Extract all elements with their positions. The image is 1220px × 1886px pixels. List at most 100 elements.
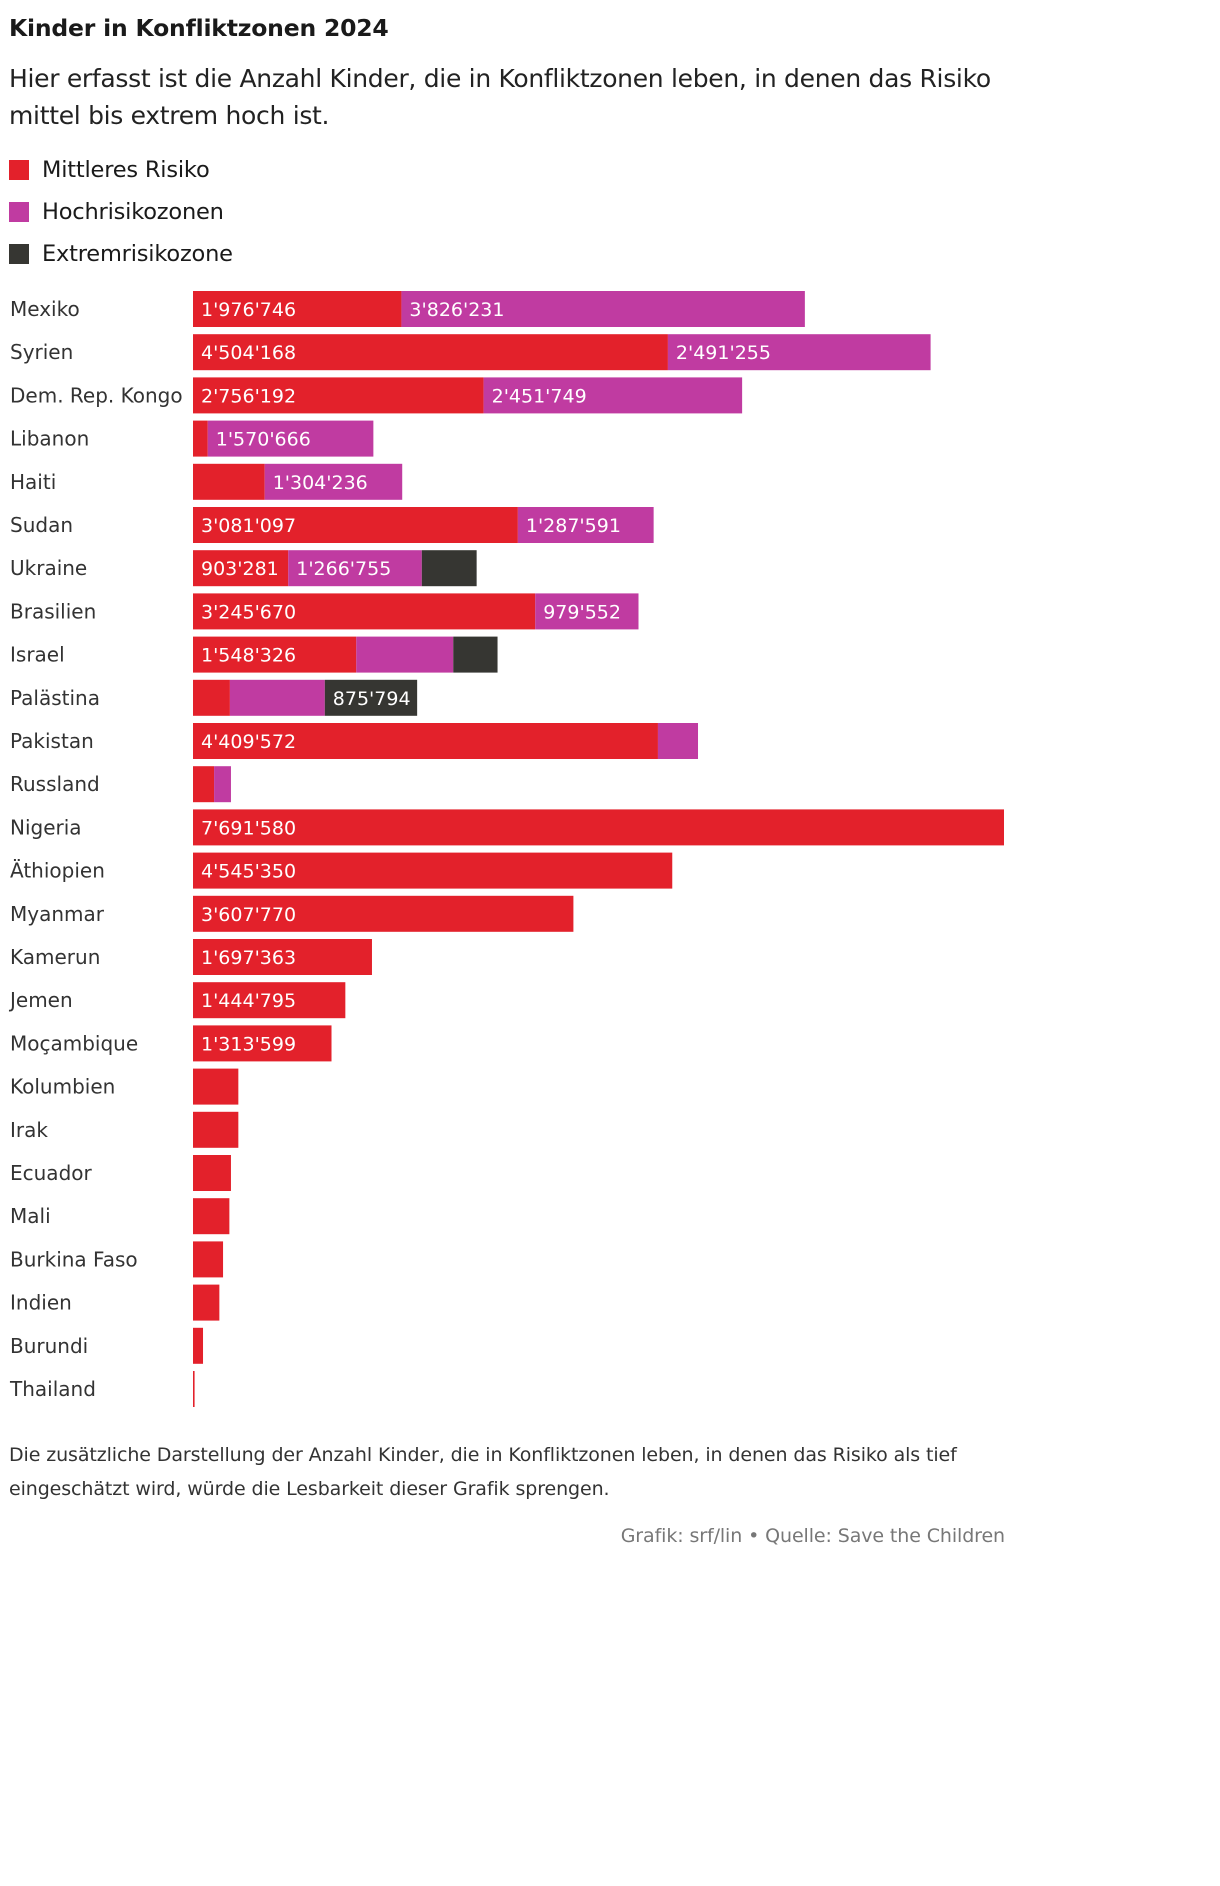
bar-row-mexiko: Mexiko 1'976'746 3'826'231 — [10, 291, 805, 327]
category-label: Burkina Faso — [10, 1247, 138, 1271]
bar-row-russland: Russland — [10, 766, 231, 803]
category-label: Nigeria — [10, 815, 82, 839]
bar-segment-mittleres-risiko — [193, 593, 536, 630]
bar-segment-mittleres-risiko — [193, 766, 215, 803]
category-label: Libanon — [10, 427, 89, 451]
category-label: Myanmar — [10, 902, 105, 926]
bar-segment-hochrisikozonen — [214, 766, 231, 803]
category-label: Haiti — [10, 470, 56, 494]
bar-segment-mittleres-risiko — [193, 550, 289, 587]
bar-segment-hochrisikozonen — [535, 593, 639, 630]
legend-swatch-mittleres-risiko — [9, 160, 29, 180]
bar-row-kolumbien: Kolumbien — [10, 1068, 239, 1105]
data-label: 3'826'231 — [409, 299, 504, 321]
source-credit: Grafik: srf/lin • Quelle: Save the Child… — [620, 1525, 1005, 1547]
bar-segment-mittleres-risiko — [193, 723, 658, 759]
bar-segment-mittleres-risiko — [193, 1327, 204, 1364]
bar-row-burundi: Burundi — [10, 1327, 204, 1364]
bar-row-pakistan: Pakistan 4'409'572 — [10, 723, 699, 759]
bar-row-athiopien: Äthiopien 4'545'350 — [10, 852, 673, 889]
bar-segment-hochrisikozonen — [517, 507, 654, 543]
bar-segment-mittleres-risiko — [193, 334, 668, 371]
bar-row-mocambique: Moçambique 1'313'599 — [10, 1025, 332, 1062]
bar-row-ukraine: Ukraine 903'281 1'266'755 — [10, 550, 477, 587]
data-label: 1'444'795 — [201, 990, 296, 1012]
data-label: 1'570'666 — [216, 429, 311, 451]
category-label: Mali — [10, 1204, 51, 1228]
bar-row-nigeria: Nigeria 7'691'580 — [10, 809, 1004, 846]
bar-segment-hochrisikozonen — [657, 723, 699, 759]
bar-segment-mittleres-risiko — [193, 1068, 239, 1105]
data-label: 2'451'749 — [492, 385, 587, 407]
legend-item-mittleres-risiko: Mittleres Risiko — [9, 149, 233, 191]
category-label: Äthiopien — [10, 859, 105, 883]
chart-subtitle: Hier erfasst ist die Anzahl Kinder, die … — [9, 64, 991, 130]
bar-segment-mittleres-risiko — [193, 1241, 224, 1278]
category-label: Thailand — [9, 1377, 96, 1401]
bar-segment-extremrisikozone — [453, 636, 498, 673]
data-label: 875'794 — [333, 688, 411, 710]
bar-row-burkina-faso: Burkina Faso — [10, 1241, 224, 1278]
bar-chart: Mexiko 1'976'746 3'826'231 Syrien 4'504'168 2… — [8, 291, 1004, 1407]
legend-swatch-extremrisikozone — [9, 244, 29, 264]
bar-row-irak: Irak — [10, 1111, 239, 1148]
bar-segment-hochrisikozonen — [356, 636, 454, 673]
bar-row-jemen: Jemen 1'444'795 — [8, 982, 346, 1019]
data-label: 2'491'255 — [676, 342, 771, 364]
data-label: 1'976'746 — [201, 299, 296, 321]
bar-row-brasilien: Brasilien 3'245'670 979'552 — [10, 593, 639, 630]
bar-segment-mittleres-risiko — [193, 463, 265, 500]
category-label: Irak — [10, 1118, 48, 1142]
chart-title: Kinder in Konfliktzonen 2024 — [9, 14, 389, 42]
bar-row-libanon: Libanon 1'570'666 — [10, 420, 374, 457]
bar-segment-mittleres-risiko — [193, 636, 357, 673]
bar-row-haiti: Haiti 1'304'236 — [10, 463, 403, 500]
bar-segment-hochrisikozonen — [401, 291, 805, 327]
bar-row-dem-rep-kongo: Dem. Rep. Kongo 2'756'192 2'451'749 — [10, 377, 743, 414]
data-label: 4'545'350 — [201, 861, 296, 883]
data-label: 1'304'236 — [273, 472, 368, 494]
data-label: 4'409'572 — [201, 731, 296, 753]
bar-row-syrien: Syrien 4'504'168 2'491'255 — [10, 334, 931, 371]
category-label: Burundi — [10, 1334, 88, 1358]
category-label: Sudan — [10, 513, 73, 537]
category-label: Jemen — [8, 988, 73, 1012]
bar-segment-hochrisikozonen — [667, 334, 931, 371]
category-label: Kamerun — [10, 945, 100, 969]
bar-segment-mittleres-risiko — [193, 1111, 239, 1148]
legend-item-hochrisikozonen: Hochrisikozonen — [9, 191, 233, 233]
bar-segment-mittleres-risiko — [193, 895, 574, 932]
data-label: 1'548'326 — [201, 645, 296, 667]
bar-segment-mittleres-risiko — [193, 939, 372, 975]
data-label: 1'313'599 — [201, 1033, 296, 1055]
category-label: Russland — [10, 772, 100, 796]
bar-segment-hochrisikozonen — [288, 550, 422, 587]
category-label: Brasilien — [10, 599, 96, 623]
bar-segment-mittleres-risiko — [193, 679, 230, 716]
category-label: Pakistan — [10, 729, 94, 753]
bar-row-indien: Indien — [10, 1284, 220, 1321]
bar-segment-hochrisikozonen — [264, 463, 403, 500]
bar-segment-mittleres-risiko — [193, 1025, 332, 1062]
bar-segment-hochrisikozonen — [483, 377, 743, 414]
data-label: 979'552 — [543, 601, 621, 623]
bar-segment-mittleres-risiko — [193, 1284, 220, 1321]
data-label: 1'266'755 — [296, 558, 391, 580]
category-label: Ukraine — [10, 556, 87, 580]
bar-segment-mittleres-risiko — [193, 377, 484, 414]
category-label: Palästina — [10, 686, 100, 710]
bar-segment-mittleres-risiko — [193, 1371, 195, 1407]
category-label: Kolumbien — [10, 1075, 115, 1099]
category-label: Ecuador — [10, 1161, 92, 1185]
bar-segment-mittleres-risiko — [193, 1198, 230, 1235]
legend: Mittleres Risiko Hochrisikozonen Extremr… — [9, 149, 233, 275]
bar-row-myanmar: Myanmar 3'607'770 — [10, 895, 574, 932]
legend-label-mittleres-risiko: Mittleres Risiko — [42, 157, 210, 183]
bar-row-israel: Israel 1'548'326 — [10, 636, 498, 673]
bar-segment-mittleres-risiko — [193, 420, 208, 457]
bar-row-sudan: Sudan 3'081'097 1'287'591 — [10, 507, 654, 543]
data-label: 2'756'192 — [201, 385, 296, 407]
footnote: Die zusätzliche Darstellung der Anzahl K… — [9, 1444, 957, 1500]
bar-row-mali: Mali — [10, 1198, 230, 1235]
data-label: 903'281 — [201, 558, 279, 580]
